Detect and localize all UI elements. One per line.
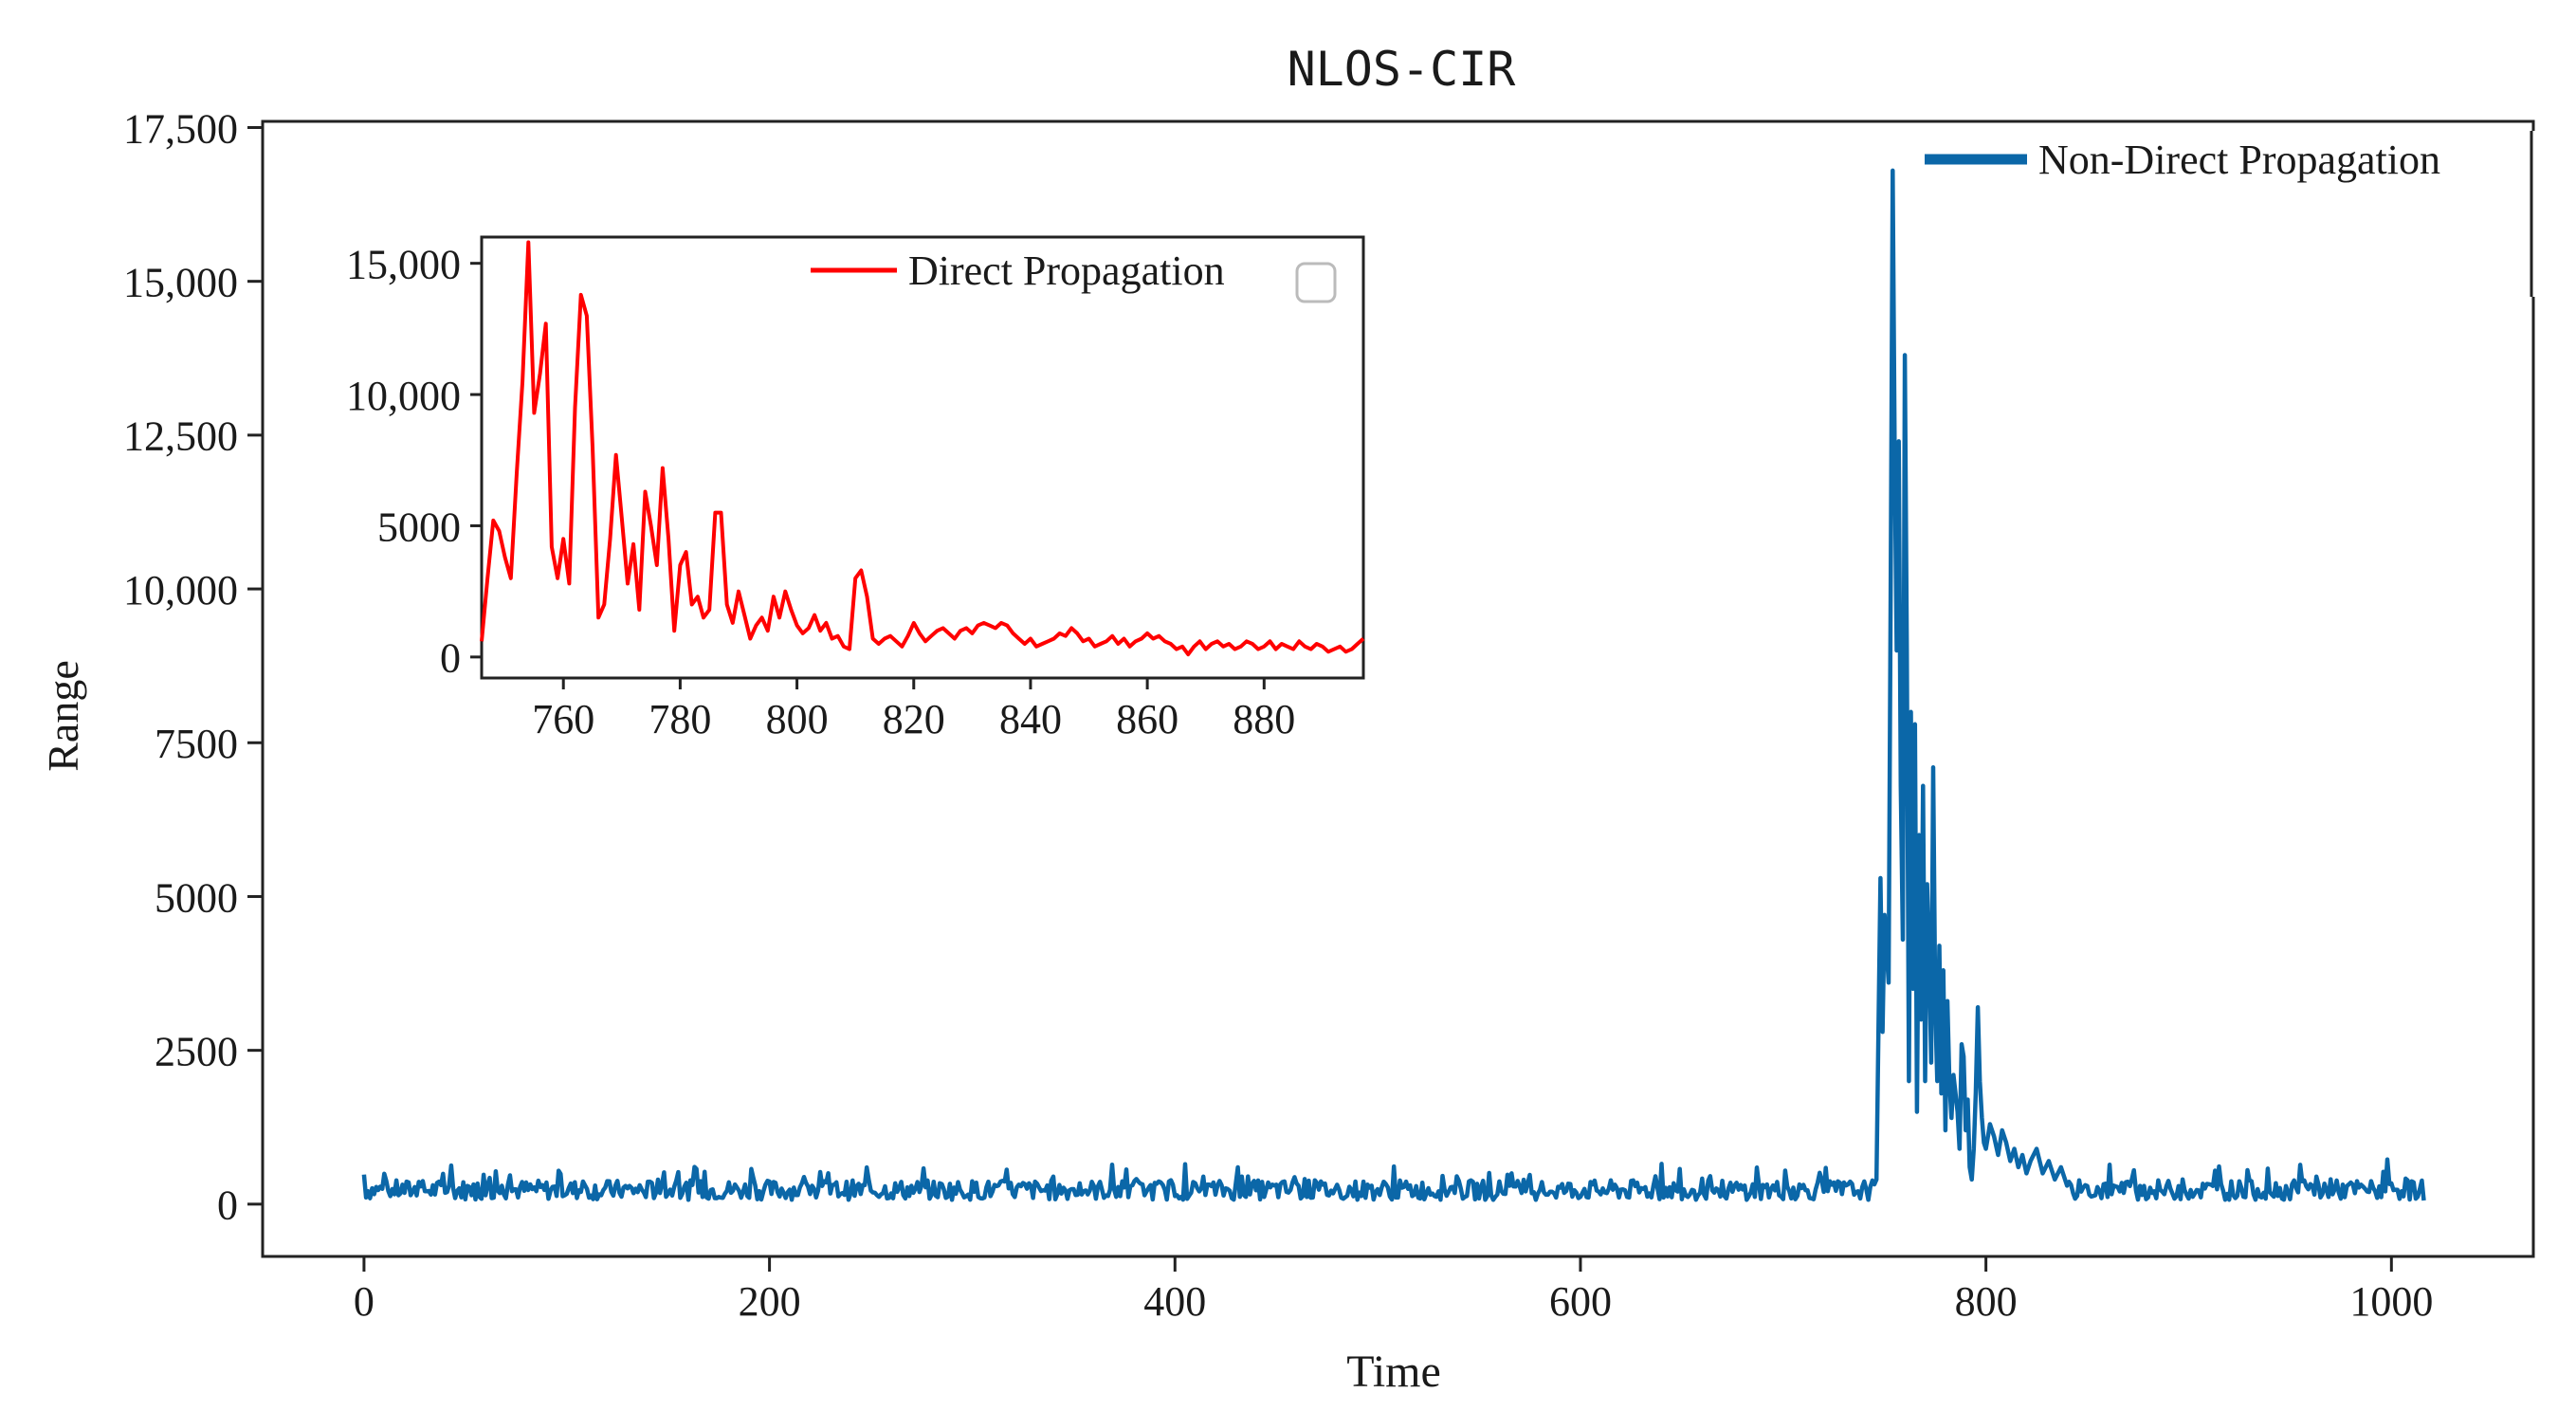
main-y-tick-label: 17,500: [123, 105, 238, 152]
main-legend-label: Non-Direct Propagation: [2038, 137, 2440, 183]
inset-x-tick-label: 780: [649, 696, 711, 742]
inset-x-tick-label: 860: [1116, 696, 1178, 742]
main-x-tick-label: 800: [1955, 1278, 2018, 1325]
series-non-direct-propagation: [361, 168, 2426, 1202]
chart-title: NLOS-CIR: [1288, 42, 1517, 97]
main-y-tick-label: 5000: [155, 874, 238, 921]
main-x-axis: 0 200 400 600 800 1000: [354, 1256, 2433, 1325]
inset-x-tick-label: 880: [1233, 696, 1295, 742]
main-y-tick-label: 10,000: [123, 567, 238, 614]
main-x-tick-label: 600: [1549, 1278, 1612, 1325]
main-x-tick-label: 0: [354, 1278, 375, 1325]
main-y-tick-label: 2500: [155, 1028, 238, 1074]
inset-x-tick-label: 840: [999, 696, 1062, 742]
inset-legend-label: Direct Propagation: [908, 247, 1225, 294]
inset-y-axis: 0 5000 10,000 15,000: [346, 242, 482, 682]
inset-y-tick-label: 15,000: [346, 242, 461, 288]
inset-legend-empty-handle: [1295, 262, 1337, 303]
inset-y-tick-label: 5000: [377, 504, 461, 550]
inset-background: [482, 237, 1363, 678]
main-y-tick-label: 15,000: [123, 260, 238, 306]
main-y-tick-label: 12,500: [123, 413, 238, 460]
inset-plot-frame: [480, 235, 1365, 680]
main-plot-frame: [261, 119, 2535, 1258]
series-direct-propagation: [480, 240, 1365, 657]
main-y-tick-label: 7500: [155, 721, 238, 767]
x-axis-label: Time: [1346, 1347, 1441, 1397]
inset-y-tick-label: 10,000: [346, 373, 461, 419]
main-y-axis: 0 2500 5000 7500 10,000 12,500 15,000 17,500: [123, 105, 263, 1229]
inset-x-tick-label: 820: [883, 696, 945, 742]
inset-legend: Direct Propagation: [811, 247, 1337, 303]
inset-x-axis: 760 780 800 820 840 860 880: [532, 678, 1295, 742]
main-x-tick-label: 1000: [2349, 1278, 2433, 1325]
main-x-tick-label: 200: [739, 1278, 801, 1325]
main-plot: 0 2500 5000 7500 10,000 12,500 15,000 17,500 0 2…: [123, 105, 2535, 1325]
inset-series-layer: [480, 240, 1365, 657]
inset-x-tick-label: 800: [766, 696, 829, 742]
inset-x-tick-label: 760: [532, 696, 594, 742]
main-x-tick-label: 400: [1143, 1278, 1206, 1325]
inset-y-tick-label: 0: [440, 635, 461, 682]
main-y-tick-label: 0: [217, 1182, 238, 1229]
main-series-layer: [361, 168, 2426, 1202]
main-legend: Non-Direct Propagation: [1906, 131, 2569, 297]
y-axis-label: Range: [39, 660, 87, 772]
